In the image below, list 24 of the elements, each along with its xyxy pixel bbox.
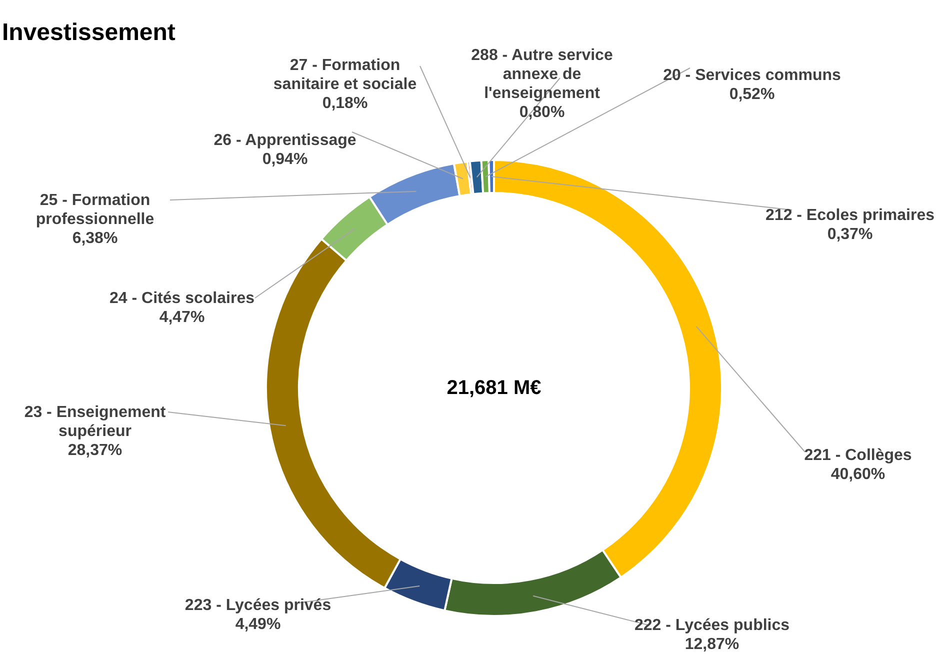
slice-label: 222 - Lycées publics xyxy=(634,617,790,634)
slice-label: 24 - Cités scolaires xyxy=(110,290,255,307)
data-label: 28,37% xyxy=(68,442,122,459)
slice-label: 223 - Lycées privés xyxy=(184,597,332,614)
slice-label: 23 - Enseignement supérieur xyxy=(24,404,166,440)
data-label: 6,38% xyxy=(72,230,118,247)
chart-title: Investissement xyxy=(2,19,176,46)
data-label: 12,87% xyxy=(684,636,740,653)
data-label: 40,60% xyxy=(830,466,886,483)
data-label: 0,18% xyxy=(322,95,368,112)
slice-label: 20 - Services communs xyxy=(663,67,842,84)
slice-label: 212 - Ecoles primaires xyxy=(766,207,935,224)
data-label: 0,94% xyxy=(262,151,308,168)
slice-label: 25 - Formation professionnelle xyxy=(36,192,154,228)
data-label: 4,49% xyxy=(235,616,281,633)
data-label: 0,80% xyxy=(519,104,565,121)
data-label: 0,52% xyxy=(729,86,775,103)
data-label: 0,37% xyxy=(827,226,873,243)
slice-label: 27 - Formation sanitaire et sociale xyxy=(273,57,417,93)
data-label: 4,47% xyxy=(159,309,205,326)
slice-label: 221 - Collèges xyxy=(804,447,912,464)
text: 21,681 M€ xyxy=(446,377,542,399)
slice-label: 288 - Autre service annexe de l'enseignement xyxy=(471,47,613,102)
slice-label: 26 - Apprentissage xyxy=(214,132,356,149)
